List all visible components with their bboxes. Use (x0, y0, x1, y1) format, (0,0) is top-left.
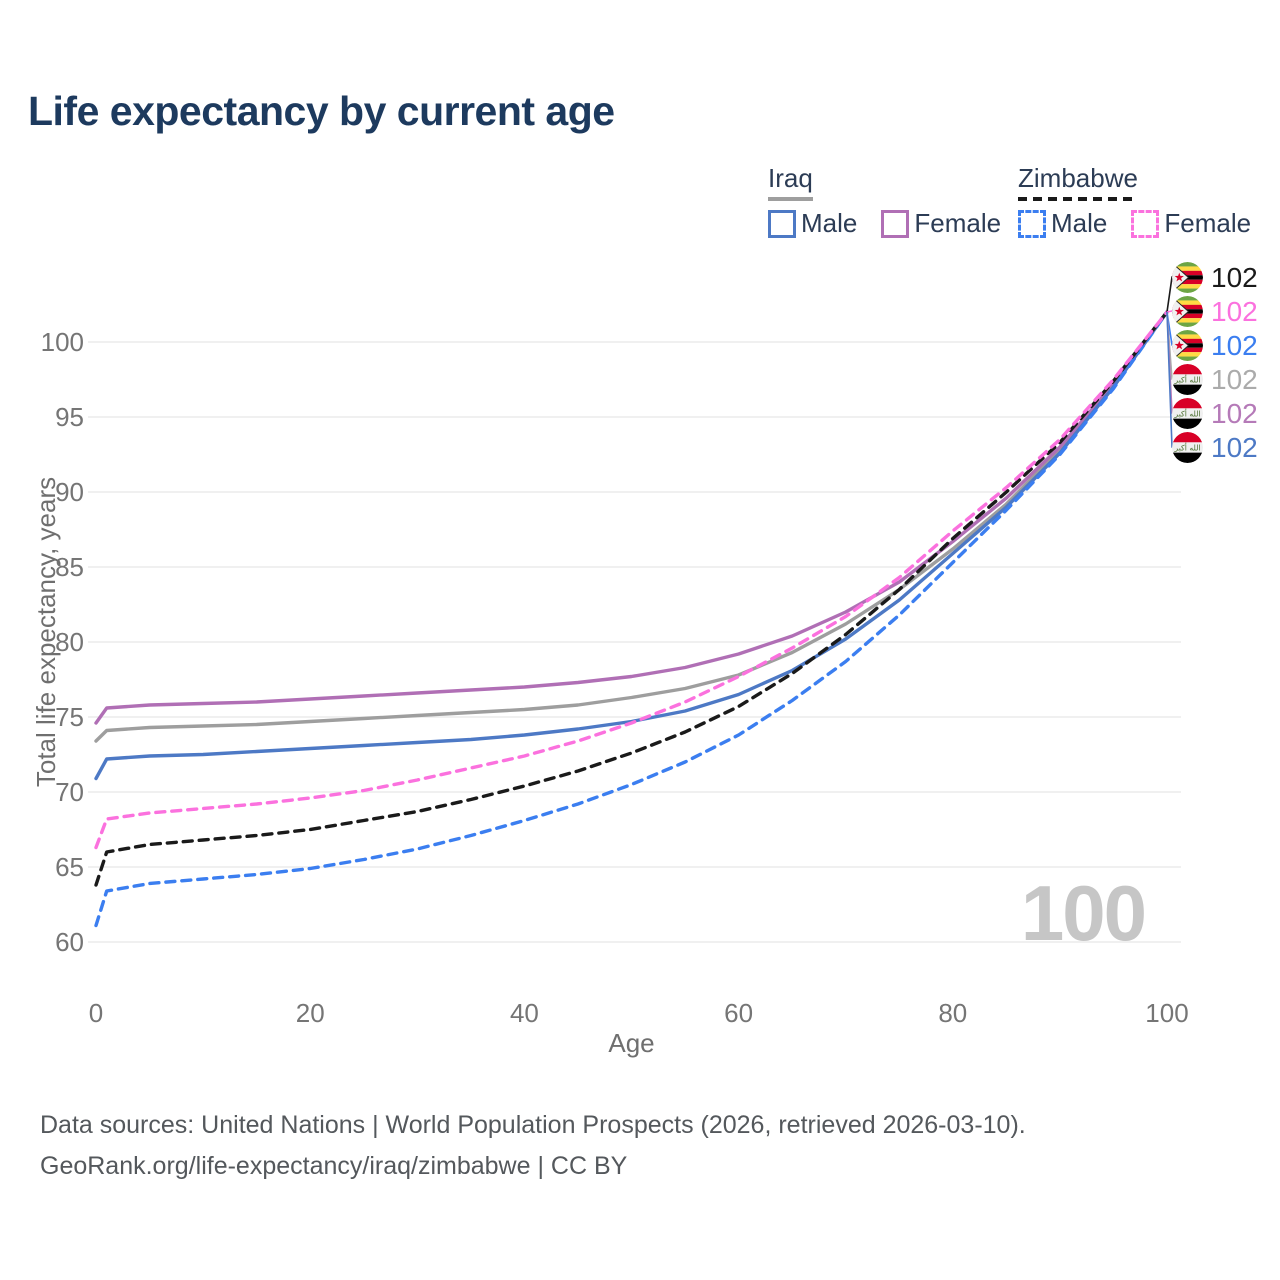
iraq-line-style-key (768, 197, 813, 201)
legend-item-label: Male (801, 208, 858, 238)
legend-item-label: Female (914, 208, 1002, 238)
footer-link-line: GeoRank.org/life-expectancy/iraq/zimbabw… (40, 1152, 628, 1180)
zimbabwe-female-swatch (1131, 209, 1160, 238)
page-title: Life expectancy by current age (28, 88, 615, 134)
end-label-iraq-male[interactable]: الله أكبر 102 (1172, 432, 1258, 464)
end-label-iraq-both-sexes[interactable]: الله أكبر 102 (1172, 364, 1258, 396)
y-tick-label: 80 (55, 627, 84, 657)
zimbabwe-flag-icon (1172, 262, 1203, 293)
y-tick-label: 100 (41, 327, 84, 357)
end-label-zimbabwe-both-sexes[interactable]: 102 (1172, 262, 1258, 294)
x-tick-label: 20 (296, 998, 325, 1028)
end-label-iraq-female[interactable]: الله أكبر 102 (1172, 398, 1258, 430)
end-label-zimbabwe-male[interactable]: 102 (1172, 330, 1258, 362)
svg-text:الله أكبر: الله أكبر (1173, 408, 1200, 418)
footer-source-line: Data sources: United Nations | World Pop… (40, 1111, 1026, 1139)
x-tick-label: 100 (1145, 998, 1188, 1028)
end-label-value: 102 (1211, 296, 1258, 327)
y-tick-label: 65 (55, 852, 84, 882)
zimbabwe-line-style-key (1018, 197, 1138, 201)
current-age-watermark: 100 (1020, 869, 1147, 957)
y-tick-label: 70 (55, 777, 84, 807)
legend-item-iraq-female[interactable]: Female (881, 208, 1001, 239)
legend-country-label: Iraq (768, 163, 813, 193)
y-tick-label: 75 (55, 702, 84, 732)
x-tick-label: 80 (938, 998, 967, 1028)
iraq-male-swatch (768, 209, 796, 238)
x-tick-label: 0 (89, 998, 103, 1028)
series-line-zimbabwe-female[interactable] (94, 310, 1169, 850)
x-tick-label: 60 (724, 998, 753, 1028)
end-label-value: 102 (1211, 432, 1258, 463)
series-line-iraq-male[interactable] (94, 310, 1169, 781)
y-tick-label: 85 (55, 552, 84, 582)
y-tick-label: 95 (55, 402, 84, 432)
footer: Data sources: United Nations | World Pop… (40, 1105, 1026, 1187)
legend-item-label: Female (1164, 208, 1252, 238)
legend-group-iraq: Iraq Male Female (768, 163, 1001, 239)
legend-item-iraq-male[interactable]: Male (768, 208, 857, 239)
legend-item-label: Male (1051, 208, 1108, 238)
iraq-flag-icon: الله أكبر (1172, 398, 1203, 429)
series-line-iraq-both-sexes[interactable] (94, 310, 1169, 743)
iraq-flag-icon: الله أكبر (1172, 432, 1203, 463)
end-label-zimbabwe-female[interactable]: 102 (1172, 296, 1258, 328)
y-axis-title: Total life expectancy, years (31, 476, 61, 788)
x-axis-title: Age (608, 1028, 655, 1058)
zimbabwe-male-swatch (1018, 209, 1046, 238)
series-line-zimbabwe-male[interactable] (94, 310, 1169, 928)
series-line-zimbabwe-both-sexes[interactable] (94, 310, 1169, 887)
iraq-flag-icon: الله أكبر (1172, 364, 1203, 395)
end-label-value: 102 (1211, 398, 1258, 429)
end-label-value: 102 (1211, 262, 1258, 293)
svg-text:الله أكبر: الله أكبر (1173, 442, 1200, 452)
zimbabwe-flag-icon (1172, 330, 1203, 361)
legend-country-label: Zimbabwe (1018, 163, 1138, 193)
legend-country-zimbabwe[interactable]: Zimbabwe (1018, 163, 1138, 201)
legend-item-zimbabwe-female[interactable]: Female (1131, 208, 1251, 239)
legend-country-iraq[interactable]: Iraq (768, 163, 813, 201)
legend-group-zimbabwe: Zimbabwe Male Female (1018, 163, 1251, 239)
zimbabwe-flag-icon (1172, 296, 1203, 327)
end-label-value: 102 (1211, 364, 1258, 395)
end-label-value: 102 (1211, 330, 1258, 361)
x-tick-label: 40 (510, 998, 539, 1028)
y-tick-label: 60 (55, 927, 84, 957)
y-tick-label: 90 (55, 477, 84, 507)
svg-text:الله أكبر: الله أكبر (1173, 374, 1200, 384)
series-line-iraq-female[interactable] (94, 310, 1169, 725)
iraq-female-swatch (881, 209, 910, 238)
legend-item-zimbabwe-male[interactable]: Male (1018, 208, 1107, 239)
